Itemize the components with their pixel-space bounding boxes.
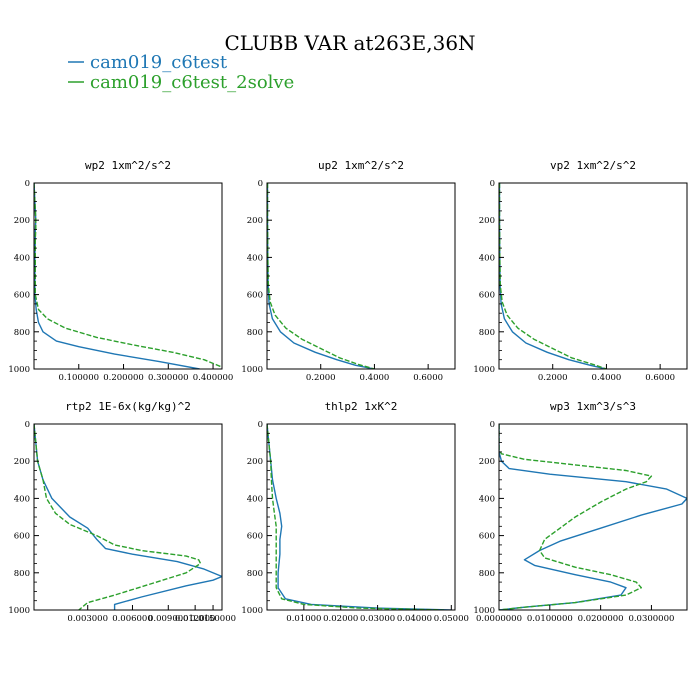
panel-title: rtp2 1E-6x(kg/kg)^2 bbox=[65, 400, 191, 413]
y-tick-label: 400 bbox=[247, 494, 263, 504]
x-tick-label: 0.012000 bbox=[175, 614, 216, 624]
series-line bbox=[34, 424, 222, 610]
series-line bbox=[267, 183, 375, 369]
y-tick-label: 600 bbox=[14, 532, 30, 542]
y-tick-label: 600 bbox=[247, 291, 263, 301]
series-line bbox=[34, 183, 200, 369]
y-tick-label: 800 bbox=[479, 569, 495, 579]
y-tick-label: 400 bbox=[247, 253, 263, 263]
x-tick-label: 0.0200000 bbox=[578, 614, 624, 624]
y-tick-label: 1000 bbox=[8, 606, 30, 616]
y-tick-label: 400 bbox=[14, 494, 30, 504]
x-tick-label: 0.300000 bbox=[148, 373, 189, 383]
x-tick-label: 0.05000 bbox=[434, 614, 469, 624]
y-tick-label: 400 bbox=[479, 253, 495, 263]
figure-title: CLUBB VAR at263E,36N bbox=[224, 31, 475, 55]
plot-frame bbox=[266, 423, 456, 611]
y-tick-label: 0 bbox=[258, 420, 263, 430]
y-tick-label: 200 bbox=[479, 457, 495, 467]
panel-5: thlp2 1xK^2 0 200 400 600 800 1000 0.01000 0.020… bbox=[241, 400, 469, 624]
y-tick-label: 0 bbox=[25, 179, 30, 189]
x-tick-label: 0.009000 bbox=[148, 614, 189, 624]
x-tick-label: 0.006000 bbox=[112, 614, 153, 624]
x-tick-label: 0.0100000 bbox=[527, 614, 573, 624]
x-tick-label: 0.04000 bbox=[397, 614, 432, 624]
y-tick-label: 200 bbox=[14, 457, 30, 467]
panel-title: wp2 1xm^2/s^2 bbox=[85, 159, 171, 172]
y-tick-label: 1000 bbox=[473, 606, 495, 616]
x-tick-label: 0.01000 bbox=[286, 614, 321, 624]
y-tick-label: 0 bbox=[258, 179, 263, 189]
plot-frame bbox=[266, 182, 456, 370]
series-line bbox=[499, 183, 607, 369]
panel-3: vp2 1xm^2/s^2 0 200 400 600 800 1000 0.2000 0.40… bbox=[473, 159, 688, 383]
plot-frame bbox=[33, 182, 223, 370]
x-tick-label: 0.400000 bbox=[193, 373, 234, 383]
panel-title: vp2 1xm^2/s^2 bbox=[550, 159, 636, 172]
x-tick-label: 0.02000 bbox=[323, 614, 358, 624]
x-tick-label: 0.2000 bbox=[538, 373, 568, 383]
y-tick-label: 200 bbox=[14, 216, 30, 226]
x-tick-label: 0.03000 bbox=[360, 614, 395, 624]
panel-title: thlp2 1xK^2 bbox=[325, 400, 398, 413]
x-tick-label: 0.200000 bbox=[103, 373, 144, 383]
y-tick-label: 1000 bbox=[8, 365, 30, 375]
x-tick-label: 0.4000 bbox=[360, 373, 390, 383]
x-tick-label: 0.6000 bbox=[645, 373, 675, 383]
y-tick-label: 400 bbox=[14, 253, 30, 263]
x-tick-label: 0.2000 bbox=[306, 373, 336, 383]
x-tick-label: 0.100000 bbox=[58, 373, 99, 383]
series-line bbox=[267, 424, 444, 610]
x-tick-label: 0.0000000 bbox=[476, 614, 522, 624]
panel-4: rtp2 1E-6x(kg/kg)^2 0 200 400 600 800 1000 0.00… bbox=[8, 400, 236, 624]
x-tick-label: 0.0300000 bbox=[628, 614, 674, 624]
plot-frame bbox=[498, 423, 688, 611]
panel-title: wp3 1xm^3/s^3 bbox=[550, 400, 636, 413]
plot-frame bbox=[33, 423, 223, 611]
series-line bbox=[499, 424, 687, 610]
y-tick-label: 600 bbox=[14, 291, 30, 301]
panel-1: wp2 1xm^2/s^2 0 200 400 600 800 1000 0.100000 0.… bbox=[8, 159, 233, 383]
panel-6: wp3 1xm^3/s^3 0 200 400 600 800 10000.0000000 0… bbox=[473, 400, 688, 624]
series-line bbox=[499, 183, 607, 369]
plot-frame bbox=[498, 182, 688, 370]
y-tick-label: 800 bbox=[247, 328, 263, 338]
x-tick-label: 0.003000 bbox=[67, 614, 108, 624]
x-tick-label: 0.4000 bbox=[592, 373, 622, 383]
y-tick-label: 0 bbox=[490, 179, 495, 189]
series-line bbox=[34, 424, 202, 610]
y-tick-label: 600 bbox=[247, 532, 263, 542]
y-tick-label: 400 bbox=[479, 494, 495, 504]
y-tick-label: 0 bbox=[25, 420, 30, 430]
y-tick-label: 800 bbox=[14, 569, 30, 579]
y-tick-label: 600 bbox=[479, 532, 495, 542]
legend-label: cam019_c6test bbox=[90, 52, 228, 73]
panels: wp2 1xm^2/s^2 0 200 400 600 800 1000 0.100000 0.… bbox=[8, 159, 688, 624]
x-tick-label: 0.6000 bbox=[413, 373, 443, 383]
y-tick-label: 800 bbox=[479, 328, 495, 338]
series-line bbox=[267, 424, 452, 610]
series-line bbox=[499, 424, 653, 610]
y-tick-label: 800 bbox=[14, 328, 30, 338]
series-line bbox=[34, 183, 222, 368]
legend-label: cam019_c6test_2solve bbox=[90, 72, 294, 93]
y-tick-label: 200 bbox=[247, 457, 263, 467]
y-tick-label: 200 bbox=[479, 216, 495, 226]
y-tick-label: 1000 bbox=[241, 606, 263, 616]
y-tick-label: 800 bbox=[247, 569, 263, 579]
y-tick-label: 1000 bbox=[473, 365, 495, 375]
series-line bbox=[267, 183, 375, 369]
y-tick-label: 600 bbox=[479, 291, 495, 301]
y-tick-label: 0 bbox=[490, 420, 495, 430]
panel-title: up2 1xm^2/s^2 bbox=[318, 159, 404, 172]
x-tick-label: 0.0150000 bbox=[190, 614, 236, 624]
y-tick-label: 200 bbox=[247, 216, 263, 226]
panel-2: up2 1xm^2/s^2 0 200 400 600 800 1000 0.2000 0.40… bbox=[241, 159, 456, 383]
y-tick-label: 1000 bbox=[241, 365, 263, 375]
